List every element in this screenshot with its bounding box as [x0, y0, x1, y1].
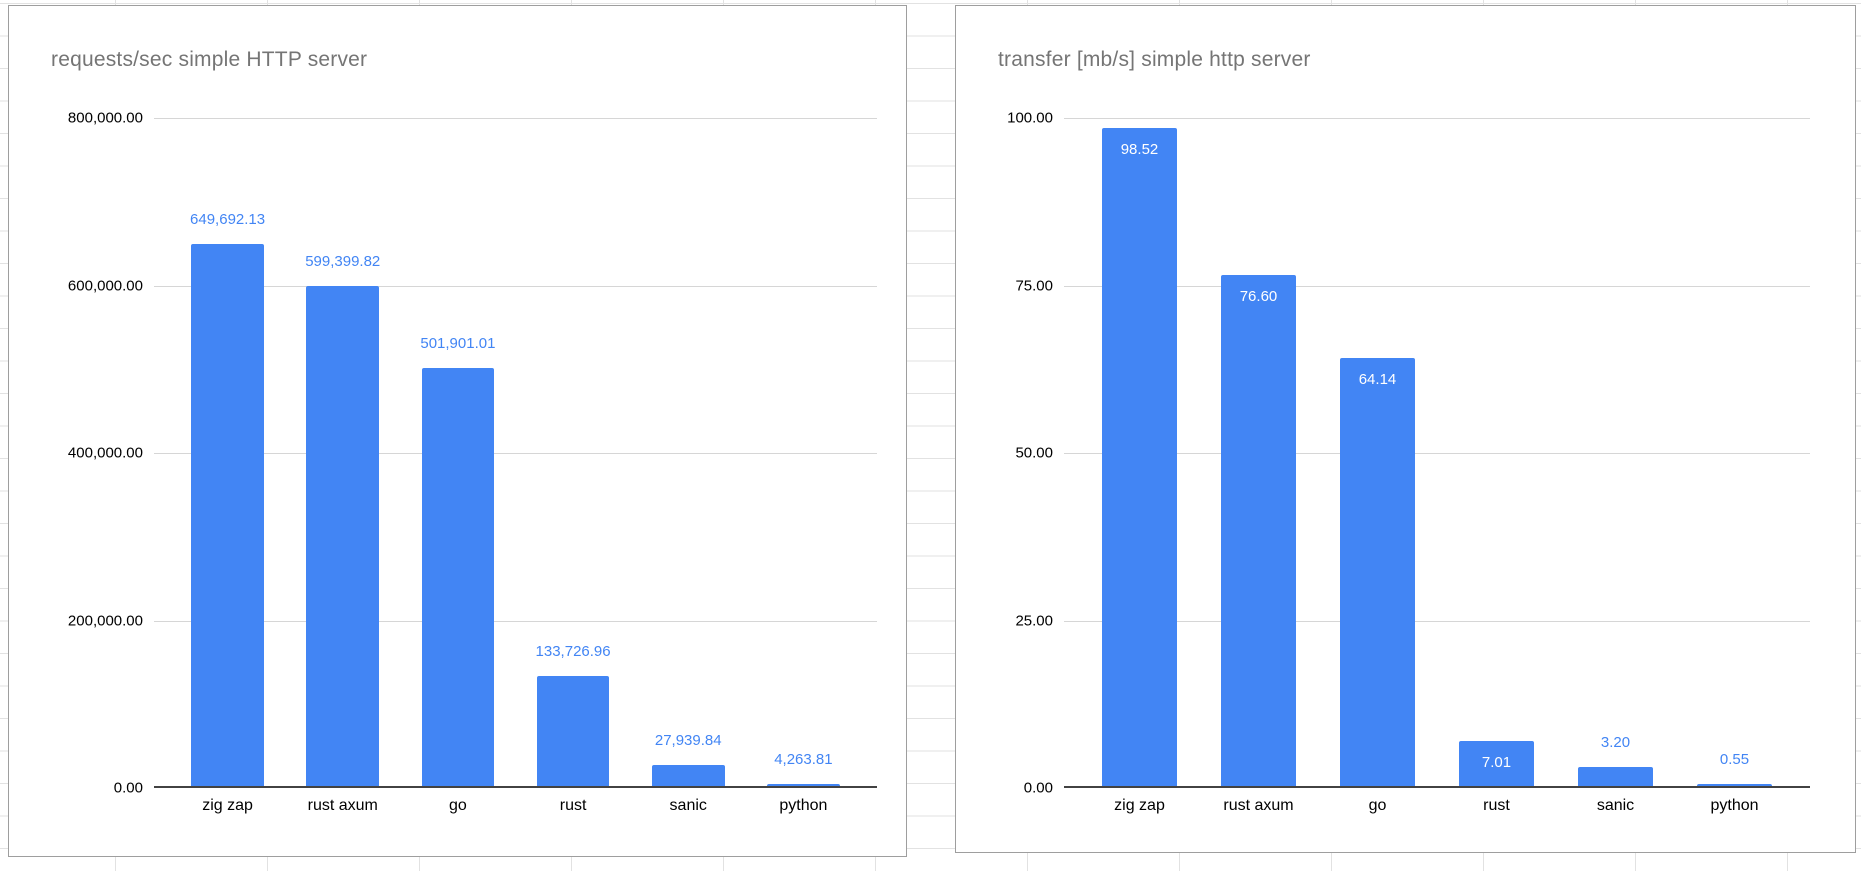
- x-axis-category-label: go: [1368, 797, 1387, 814]
- x-axis-category-label: rust axum: [1223, 797, 1294, 814]
- bar-rust: [536, 676, 610, 788]
- y-gridline: [1064, 285, 1810, 287]
- bar-rust-axum: [306, 286, 380, 788]
- bar-sanic: [651, 764, 725, 788]
- bars-band: 98.52 zig zap 76.60 rust axum 64.14 go 7.01 rus…: [1080, 118, 1794, 814]
- value-label: 27,939.84: [654, 731, 722, 749]
- value-label: 7.01: [1481, 754, 1512, 772]
- x-axis-category-label: sanic: [669, 797, 707, 814]
- value-label: 649,692.13: [190, 210, 266, 228]
- y-gridline: [154, 285, 877, 287]
- y-axis-tick-label: 800,000.00: [67, 109, 143, 127]
- y-axis-tick-label: 200,000.00: [67, 612, 143, 629]
- bar-rust: [1459, 741, 1534, 788]
- value-label: 4,263.81: [774, 751, 833, 769]
- x-axis-category-label: python: [779, 797, 828, 814]
- y-axis-tick-label: 50.00: [1015, 444, 1053, 462]
- y-axis-tick-label: 25.00: [1015, 612, 1053, 629]
- value-label: 0.55: [1719, 751, 1750, 769]
- value-label: 501,901.01: [420, 334, 496, 352]
- bar-zig-zap: [1102, 127, 1177, 788]
- bar-go: [421, 367, 495, 788]
- plot-area: 98.52 zig zap 76.60 rust axum 64.14 go 7.01 rus…: [1007, 110, 1810, 814]
- y-gridline: [154, 620, 877, 622]
- x-axis-baseline: [154, 786, 877, 788]
- chart-requests-per-sec[interactable]: requests/sec simple HTTP server 649,692.…: [8, 5, 907, 857]
- bar-sanic: [1578, 766, 1653, 788]
- bar-go: [1340, 358, 1415, 788]
- value-label: 76.60: [1239, 287, 1278, 305]
- y-gridline: [154, 453, 877, 454]
- chart-title: transfer [mb/s] simple http server: [998, 48, 1311, 71]
- value-label: 98.52: [1120, 140, 1159, 158]
- value-label: 64.14: [1358, 371, 1397, 389]
- x-axis-category-label: zig zap: [1114, 797, 1165, 814]
- y-axis-tick-label: 400,000.00: [67, 444, 143, 462]
- y-gridline: [1064, 118, 1810, 119]
- x-axis-category-label: python: [1710, 797, 1759, 814]
- y-gridline: [1064, 453, 1810, 454]
- value-label: 599,399.82: [305, 253, 381, 271]
- y-axis-tick-label: 75.00: [1015, 277, 1053, 294]
- x-axis-category-label: go: [449, 797, 467, 814]
- x-axis-baseline: [1064, 786, 1810, 788]
- y-axis-tick-label: 0.00: [1023, 779, 1053, 797]
- x-axis-category-label: rust: [559, 797, 587, 814]
- y-axis-tick-label: 100.00: [1007, 109, 1053, 127]
- y-gridline: [1064, 620, 1810, 622]
- x-axis-category-label: rust axum: [307, 797, 378, 814]
- bar-zig-zap: [191, 243, 264, 788]
- x-axis-category-label: sanic: [1596, 797, 1635, 814]
- value-label: 133,726.96: [535, 643, 611, 661]
- plot-area: 649,692.13 zig zap 599,399.82 rust axum 501,…: [68, 110, 877, 814]
- chart-title: requests/sec simple HTTP server: [51, 48, 368, 71]
- x-axis-category-label: rust: [1483, 797, 1510, 814]
- bar-rust-axum: [1221, 274, 1296, 788]
- x-axis-category-label: zig zap: [202, 797, 253, 814]
- y-axis-tick-label: 600,000.00: [67, 277, 143, 294]
- y-gridline: [154, 118, 877, 119]
- y-axis-tick-label: 0.00: [113, 779, 143, 797]
- value-label: 3.20: [1600, 733, 1631, 751]
- chart-transfer-mbps[interactable]: transfer [mb/s] simple http server 98.52…: [955, 5, 1856, 853]
- bars-band: 649,692.13 zig zap 599,399.82 rust axum 501,…: [170, 118, 861, 814]
